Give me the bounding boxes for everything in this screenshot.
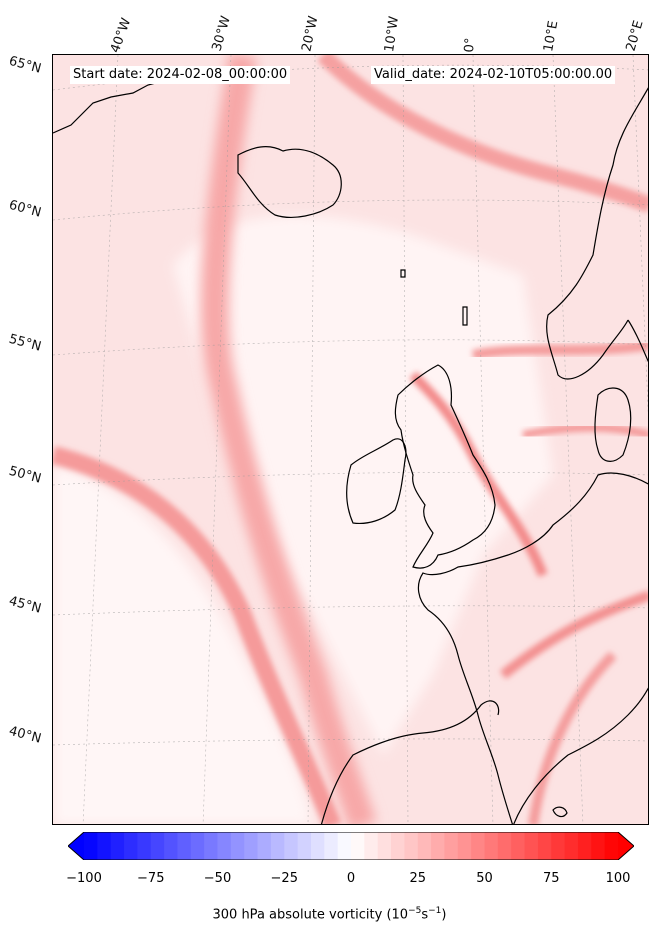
colorbar-segment: [284, 832, 299, 860]
lon-label-30w: 30°W: [209, 14, 234, 54]
vorticity-streak-denmark: [522, 423, 648, 439]
lon-label-20e: 20°E: [623, 18, 647, 54]
lon-label-10w: 10°W: [382, 15, 402, 53]
lat-label-60n: 60°N: [7, 197, 43, 221]
colorbar-segment: [377, 832, 392, 860]
colorbar-segment: [457, 832, 472, 860]
lat-label-45n: 45°N: [7, 593, 43, 617]
vorticity-streak-mediterranean: [528, 651, 617, 824]
colorbar-segment: [444, 832, 459, 860]
colorbar-segment: [324, 832, 339, 860]
colorbar-segment: [217, 832, 232, 860]
colorbar-segment: [297, 832, 312, 860]
colorbar-segments: [68, 832, 634, 860]
colorbar-segment: [577, 832, 592, 860]
colorbar-label: 300 hPa absolute vorticity (10−5s−1): [212, 906, 447, 923]
coastline-faroes: [400, 269, 406, 278]
colorbar-segment: [110, 832, 125, 860]
colorbar-tick-label: 100: [605, 871, 631, 886]
colorbar-segment: [177, 832, 192, 860]
colorbar-segment: [137, 832, 152, 860]
low-vorticity-region-southwest: [53, 465, 313, 824]
colorbar-tick-label: −25: [270, 871, 298, 886]
colorbar-tick-label: −50: [203, 871, 232, 886]
colorbar-segment: [97, 832, 112, 860]
colorbar-segment: [204, 832, 218, 860]
lon-label-40w: 40°W: [107, 16, 135, 55]
lon-label-20w: 20°W: [299, 14, 322, 53]
colorbar-segment: [604, 832, 619, 860]
colorbar-tick-label: −75: [137, 871, 165, 886]
colorbar-segment: [257, 832, 272, 860]
vorticity-streak-north-sea: [472, 340, 648, 360]
colorbar-segment: [431, 832, 445, 860]
colorbar-segment: [537, 832, 552, 860]
colorbar-segment: [150, 832, 165, 860]
colorbar-segment: [551, 832, 566, 860]
colorbar-tick-label: −100: [66, 871, 102, 886]
colorbar-segment: [497, 832, 512, 860]
colorbar-tick-label: 75: [542, 871, 560, 886]
jet-streak-north: [317, 55, 648, 213]
colorbar-segment: [417, 832, 432, 860]
jet-streak-main: [200, 55, 377, 824]
coastline-island: [552, 806, 568, 818]
lat-label-55n: 55°N: [7, 331, 43, 355]
colorbar-segment: [244, 832, 259, 860]
coastline-great-britain: [394, 364, 496, 569]
colorbar-segment: [591, 832, 606, 860]
low-vorticity-region: [173, 215, 553, 755]
vorticity-streak-france: [499, 590, 648, 679]
colorbar-segment: [124, 832, 138, 860]
coastline-norway: [546, 87, 648, 380]
start-date-label: Start date: 2024-02-08_00:00:00: [70, 66, 291, 84]
colorbar-segment: [471, 832, 485, 860]
coastline-shetland: [462, 306, 468, 326]
colorbar-tick-label: 25: [409, 871, 427, 886]
coastline-mediterranean: [513, 687, 648, 824]
coastline-denmark: [594, 387, 632, 462]
colorbar: [68, 832, 634, 860]
coastline-iberia: [320, 700, 500, 824]
lat-label-50n: 50°N: [7, 463, 43, 487]
colorbar-segment: [351, 832, 365, 860]
colorbar-segment: [310, 832, 325, 860]
colorbar-segment: [524, 832, 539, 860]
colorbar-tick-label: 0: [346, 871, 356, 886]
colorbar-segment: [391, 832, 405, 860]
colorbar-segment: [230, 832, 245, 860]
valid-date-label: Valid_date: 2024-02-10T05:00:00.00: [371, 66, 616, 84]
vorticity-map: [53, 55, 648, 824]
colorbar-segment: [270, 832, 285, 860]
lat-label-65n: 65°N: [7, 53, 43, 77]
colorbar-segment: [84, 832, 98, 860]
colorbar-segment: [337, 832, 352, 860]
colorbar-segment: [564, 832, 579, 860]
coastline-ireland: [346, 438, 407, 525]
colorbar-segment: [404, 832, 419, 860]
coastline-france: [417, 472, 648, 824]
coastline-iceland: [237, 146, 342, 218]
jet-streak-southwest: [53, 446, 342, 824]
map-frame[interactable]: [52, 54, 649, 825]
colorbar-extend-max: [618, 832, 634, 860]
colorbar-segment: [190, 832, 205, 860]
lat-label-40n: 40°N: [7, 723, 43, 747]
colorbar-segment: [484, 832, 499, 860]
lon-label-10e: 10°E: [541, 19, 562, 54]
colorbar-tick-label: 50: [476, 871, 493, 886]
lon-label-0: 0°: [462, 37, 479, 53]
colorbar-segment: [164, 832, 178, 860]
colorbar-segment: [511, 832, 526, 860]
colorbar-segment: [364, 832, 379, 860]
colorbar-extend-min: [68, 832, 84, 860]
